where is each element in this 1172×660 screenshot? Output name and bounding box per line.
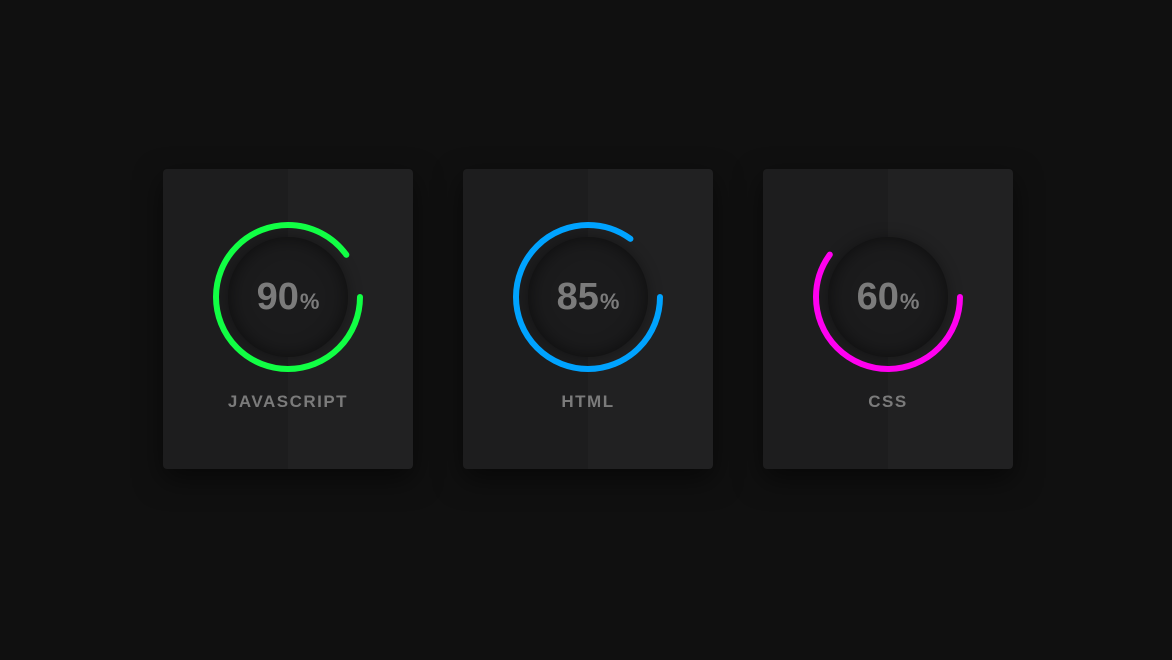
percent-value: 85 bbox=[556, 276, 599, 318]
percent-sign: % bbox=[899, 289, 920, 314]
ring-inner-disc bbox=[228, 237, 348, 357]
skill-card-css: 60% CSS bbox=[763, 169, 1013, 469]
skill-label: HTML bbox=[561, 392, 615, 411]
progress-ring: 85% bbox=[510, 219, 666, 375]
progress-ring: 60% bbox=[810, 219, 966, 375]
percent-readout: 60% bbox=[810, 219, 966, 375]
skill-label: JAVASCRIPT bbox=[227, 392, 349, 411]
progress-ring-graphic bbox=[813, 222, 963, 372]
percent-value: 90 bbox=[256, 276, 299, 318]
ring-inner-disc bbox=[528, 237, 648, 357]
percent-readout: 85% bbox=[510, 219, 666, 375]
skill-card-html: 85% HTML bbox=[463, 169, 713, 469]
progress-ring-graphic bbox=[513, 222, 663, 372]
progress-arc bbox=[213, 222, 363, 372]
percent-readout: 90% bbox=[210, 219, 366, 375]
ring-inner-disc bbox=[828, 237, 948, 357]
percent-sign: % bbox=[299, 289, 320, 314]
progress-ring: 90% bbox=[210, 219, 366, 375]
skills-row: 90% JAVASCRIPT 85% HTML 60% bbox=[163, 169, 1013, 469]
percent-value: 60 bbox=[856, 276, 899, 318]
progress-ring-graphic bbox=[213, 222, 363, 372]
progress-arc bbox=[813, 222, 963, 372]
skill-card-javascript: 90% JAVASCRIPT bbox=[163, 169, 413, 469]
percent-sign: % bbox=[599, 289, 620, 314]
skill-label: CSS bbox=[868, 392, 908, 411]
progress-arc bbox=[513, 222, 663, 372]
